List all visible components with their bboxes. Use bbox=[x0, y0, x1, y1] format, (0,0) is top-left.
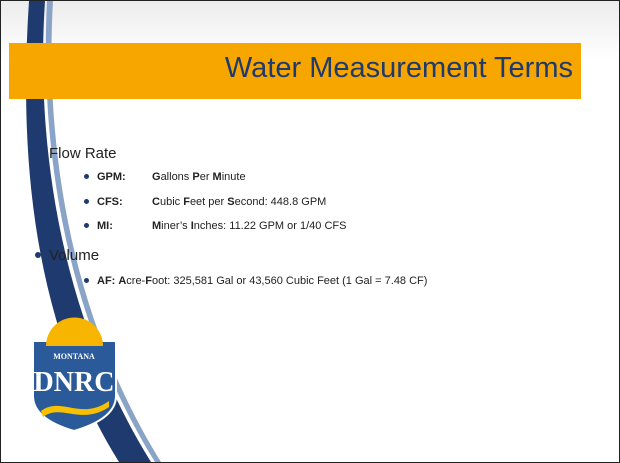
title-bar: Water Measurement Terms bbox=[9, 43, 581, 99]
definition-run: nches: 11.22 GPM or 1/40 CFS bbox=[193, 220, 347, 232]
bullet-dot bbox=[84, 199, 89, 204]
logo-top: MONTANA bbox=[53, 352, 95, 361]
term: GPM: bbox=[97, 171, 126, 183]
logo-river bbox=[41, 401, 109, 417]
definition-run: ubic bbox=[159, 196, 184, 208]
sub-bullet: GPM: Gallons Per Minute bbox=[84, 171, 246, 183]
definition-run: F bbox=[145, 275, 152, 287]
definition-run: C bbox=[152, 196, 160, 208]
sub-bullet: AF: Acre-Foot: 325,581 Gal or 43,560 Cubi… bbox=[84, 275, 428, 287]
sub-bullet: MI: Miner’s Inches: 11.22 GPM or 1/40 CFS bbox=[84, 220, 347, 232]
logo-name: DNRC bbox=[34, 367, 115, 398]
definition-run: P bbox=[192, 171, 200, 183]
definition-run: econd: 448.8 GPM bbox=[234, 196, 327, 208]
definition-run: M bbox=[152, 220, 162, 232]
definition-run: G bbox=[152, 171, 161, 183]
sub-bullet: CFS: Cubic Feet per Second: 448.8 GPM bbox=[84, 196, 327, 208]
bullet-dot bbox=[84, 278, 89, 283]
bullet-dot bbox=[84, 223, 89, 228]
swoosh-light bbox=[45, 1, 161, 462]
bullet-text: Flow Rate bbox=[49, 145, 117, 162]
definition-run: iner’s bbox=[161, 220, 191, 232]
definition-run: allons bbox=[160, 171, 193, 183]
logo-sun bbox=[46, 317, 103, 346]
term: CFS: bbox=[97, 196, 123, 208]
definition-run: F bbox=[183, 196, 190, 208]
definition-run: S bbox=[227, 196, 235, 208]
definition-run: inute bbox=[221, 171, 246, 183]
bullet: Volume bbox=[35, 247, 100, 264]
definition-run: er bbox=[199, 171, 213, 183]
definition-run: eet per bbox=[189, 196, 228, 208]
bullet-dot bbox=[84, 174, 89, 179]
bullet: Flow Rate bbox=[35, 145, 117, 162]
definition-run: I bbox=[190, 220, 194, 232]
definition-run: cre- bbox=[126, 275, 146, 287]
definition-run: oot: 325,581 Gal or 43,560 Cubic Feet (1… bbox=[151, 275, 428, 287]
definition-run: M bbox=[212, 171, 222, 183]
bullet-dot bbox=[35, 252, 41, 258]
definition-run: A bbox=[118, 275, 127, 287]
title: Water Measurement Terms bbox=[224, 52, 573, 84]
term: MI: bbox=[97, 220, 113, 232]
bullet-dot bbox=[35, 150, 41, 156]
term: AF: bbox=[97, 275, 116, 287]
bullet-text: Volume bbox=[49, 247, 100, 264]
